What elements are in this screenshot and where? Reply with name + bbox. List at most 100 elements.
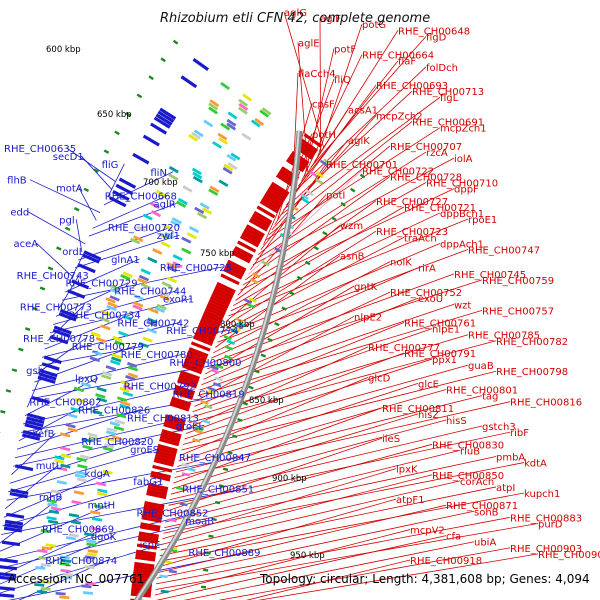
feature-band-mark: [132, 304, 143, 311]
label-connector: [36, 242, 72, 277]
forward-gene-mark: [15, 464, 34, 472]
reverse-gene-mark: [144, 500, 165, 509]
green-tick-mark: [200, 585, 207, 589]
gene-label: RHE_CH00728: [390, 172, 462, 183]
label-connector: [192, 328, 433, 413]
kbp-marker-label: 650 kbp: [97, 110, 132, 120]
gene-label: flgL: [440, 93, 459, 104]
feature-band-mark: [238, 102, 249, 111]
feature-band-mark: [59, 555, 70, 560]
feature-band-mark: [81, 584, 92, 589]
green-tick-mark: [322, 230, 328, 236]
green-tick-mark: [24, 327, 31, 332]
gene-label: motA: [56, 184, 83, 195]
feature-band-mark: [207, 386, 216, 392]
label-connector: [205, 285, 355, 375]
gene-label: glnA1: [111, 255, 140, 266]
gene-label: flaF: [398, 57, 416, 68]
feature-band-mark: [252, 272, 261, 279]
gene-label: RHE_CH00752: [390, 288, 462, 299]
reverse-gene-mark: [202, 312, 223, 324]
gene-label: RHE_CH00668: [105, 192, 177, 203]
feature-band-mark: [81, 437, 92, 443]
reverse-gene-mark: [150, 473, 171, 482]
label-connector: [242, 182, 427, 286]
label-connector: [6, 456, 242, 501]
feature-band-mark: [71, 500, 82, 505]
feature-band-mark: [230, 328, 239, 334]
feature-band-mark: [181, 247, 192, 255]
green-tick-mark: [227, 450, 233, 455]
reverse-gene-mark: [209, 295, 230, 307]
forward-gene-mark: [115, 183, 133, 195]
reverse-gene-mark: [215, 284, 235, 297]
feature-band-mark: [159, 232, 170, 240]
label-connector: [166, 443, 433, 517]
label-connector: [266, 127, 441, 241]
reverse-gene-mark: [150, 470, 171, 479]
gene-label: asnB: [340, 252, 365, 263]
reverse-gene-mark: [135, 555, 156, 562]
feature-band-mark: [150, 210, 162, 218]
reverse-gene-mark: [203, 309, 224, 321]
feature-band-mark: [309, 170, 318, 178]
label-connector: [285, 84, 377, 206]
feature-band-mark: [201, 419, 211, 424]
gene-label: RHE_CH00871: [446, 501, 518, 512]
feature-band-mark: [204, 404, 213, 410]
feature-band-mark: [91, 517, 103, 522]
feature-band-mark: [106, 304, 117, 312]
feature-band-mark: [209, 99, 220, 108]
reverse-gene-mark: [155, 449, 177, 458]
feature-band-mark: [123, 384, 134, 391]
feature-band-mark: [116, 396, 128, 402]
feature-band-mark: [105, 365, 116, 371]
label-connector: [14, 416, 190, 459]
reverse-gene-mark: [143, 504, 164, 512]
gene-label: RHE_CH00774: [166, 326, 238, 337]
label-connector: [298, 60, 399, 187]
feature-band-mark: [186, 232, 197, 240]
label-connector: [0, 543, 163, 594]
feature-band-mark: [88, 436, 99, 442]
feature-band-mark: [83, 558, 94, 563]
label-connector: [154, 529, 411, 596]
feature-band-mark: [60, 558, 72, 563]
reverse-gene-mark: [207, 301, 227, 313]
feature-band-mark: [102, 446, 114, 452]
reverse-gene-mark: [138, 534, 159, 541]
feature-band-mark: [224, 354, 233, 360]
feature-band-mark: [208, 102, 219, 111]
feature-band-mark: [319, 159, 328, 167]
feature-band-mark: [188, 226, 200, 234]
feature-band-mark: [84, 555, 95, 560]
feature-band-mark: [208, 106, 219, 115]
feature-band-mark: [86, 552, 97, 557]
gene-label: RHE_CH00792: [124, 382, 196, 393]
feature-band-mark: [112, 335, 123, 342]
kbp-marker-label: 800 kbp: [220, 320, 255, 330]
feature-band-mark: [142, 336, 153, 343]
gene-label: RHE_CH00791: [404, 349, 476, 360]
feature-band-mark: [192, 453, 201, 458]
feature-band-mark: [130, 237, 141, 245]
gene-label: RHE_CH00727: [376, 197, 448, 208]
feature-band-mark: [168, 518, 177, 523]
feature-band-mark: [261, 107, 272, 116]
gene-label: RHE_CH00830: [432, 440, 504, 451]
label-connector: [156, 535, 447, 600]
forward-gene-mark: [0, 572, 17, 578]
green-tick-mark: [83, 187, 90, 193]
feature-band-mark: [100, 374, 112, 380]
feature-band-mark: [235, 323, 244, 330]
feature-band-mark: [84, 532, 95, 537]
feature-band-mark: [301, 197, 310, 204]
forward-gene-mark: [150, 122, 168, 135]
label-connector: [169, 425, 483, 501]
green-tick-mark: [260, 353, 267, 358]
feature-band-mark: [127, 365, 139, 372]
label-connector: [107, 163, 125, 198]
gene-label: RHE_CH00757: [482, 306, 554, 317]
gene-label: exoU: [418, 294, 443, 305]
feature-band-mark: [133, 235, 144, 243]
